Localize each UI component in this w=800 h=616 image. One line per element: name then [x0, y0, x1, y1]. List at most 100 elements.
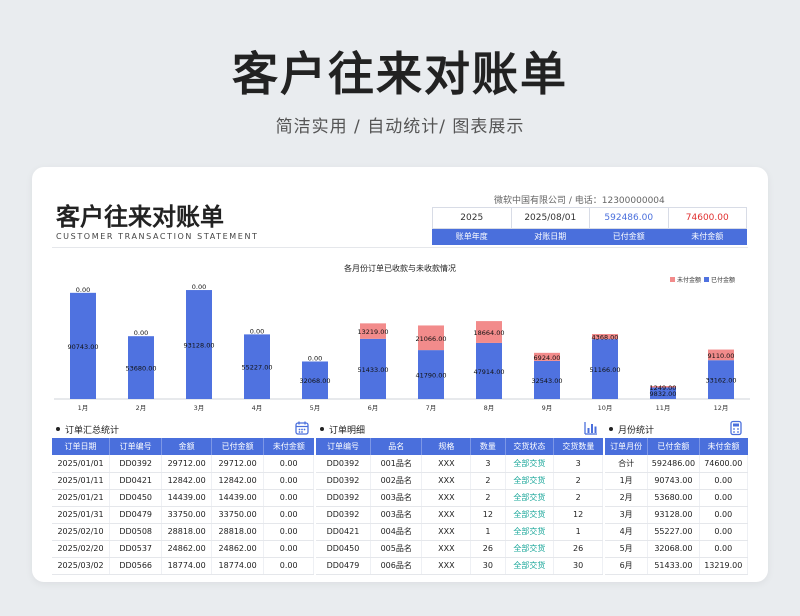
table-cell: DD0479	[109, 506, 163, 524]
table-cell: 32068.00	[647, 540, 700, 558]
bar-paid	[128, 336, 154, 399]
bar-chart-icon	[584, 422, 597, 435]
column-header: 数量	[470, 438, 506, 455]
bar-paid	[418, 350, 444, 399]
x-tick-label: 2月	[136, 404, 147, 412]
data-label-unpaid: 0.00	[134, 329, 148, 337]
table-row: DD0392 002品名 XXX 2 全部交货 2	[316, 472, 603, 490]
data-label-paid: 9832.00	[650, 390, 677, 398]
chart-title: 各月份订单已收款与未收款情况	[344, 263, 456, 273]
bar-paid	[70, 292, 96, 399]
column-header: 订单月份	[605, 438, 649, 455]
monthly-title: 月份统计	[618, 426, 655, 436]
table-row: 2025/01/21 DD0450 14439.00 14439.00 0.00	[52, 489, 314, 507]
hero-title: 客户往来对账单	[232, 47, 568, 101]
summary-year: 2025	[432, 207, 512, 229]
table-cell: 0.00	[699, 489, 749, 507]
x-tick-label: 6月	[368, 404, 379, 412]
x-tick-label: 7月	[426, 404, 437, 412]
table-cell: 14439.00	[161, 489, 212, 507]
x-tick-label: 10月	[598, 404, 613, 412]
table-row: 合计 592486.00 74600.00	[605, 455, 749, 473]
table-cell: DD0392	[316, 472, 371, 490]
table-cell: XXX	[421, 455, 472, 473]
table-cell: 2	[470, 489, 506, 507]
table-cell: 0.00	[263, 472, 314, 490]
table-cell: 2025/02/10	[52, 523, 111, 541]
table-cell: 0.00	[263, 540, 314, 558]
bar-unpaid	[650, 386, 676, 388]
company-info: 微软中国有限公司 / 电话：12300000004	[494, 196, 665, 206]
column-header: 订单日期	[52, 438, 111, 455]
data-label-unpaid: 13219.00	[357, 328, 388, 336]
doc-subtitle: CUSTOMER TRANSACTION STATEMENT	[56, 232, 259, 241]
table-cell: 74600.00	[699, 455, 749, 473]
data-label-unpaid: 0.00	[76, 286, 90, 294]
table-row: 6月 51433.00 13219.00	[605, 557, 749, 575]
bar-paid	[302, 361, 328, 399]
data-label-paid: 47914.00	[473, 368, 504, 376]
table-row: 2025/03/02 DD0566 18774.00 18774.00 0.00	[52, 557, 314, 575]
table-row: 4月 55227.00 0.00	[605, 523, 749, 541]
legend-label-paid: 已付金额	[711, 276, 735, 284]
table-cell: 全部交货	[505, 455, 555, 473]
table-row: DD0392 003品名 XXX 2 全部交货 2	[316, 489, 603, 507]
table-cell: 2025/01/21	[52, 489, 111, 507]
table-cell: 2	[470, 472, 506, 490]
table-cell: 26	[553, 540, 603, 558]
table-cell: DD0392	[109, 455, 163, 473]
table-cell: DD0392	[316, 455, 371, 473]
table-row: 2月 53680.00 0.00	[605, 489, 749, 507]
table-row: 1月 90743.00 0.00	[605, 472, 749, 490]
table-cell: XXX	[421, 506, 472, 524]
table-cell: 12842.00	[161, 472, 212, 490]
table-cell: 全部交货	[505, 540, 555, 558]
table-row: DD0421 004品名 XXX 1 全部交货 1	[316, 523, 603, 541]
table-row: DD0479 006品名 XXX 30 全部交货 30	[316, 557, 603, 575]
table-cell: XXX	[421, 489, 472, 507]
table-cell: 33750.00	[161, 506, 212, 524]
table-cell: 2025/01/11	[52, 472, 111, 490]
table-cell: 29712.00	[211, 455, 265, 473]
table-cell: DD0508	[109, 523, 163, 541]
order-detail-title: 订单明细	[329, 426, 366, 436]
column-header: 品名	[370, 438, 423, 455]
bar-paid	[650, 387, 676, 399]
calculator-icon	[730, 420, 742, 436]
column-header: 订单编号	[109, 438, 163, 455]
data-label-paid: 32068.00	[299, 377, 330, 385]
table-cell: DD0450	[316, 540, 371, 558]
table-cell: 28818.00	[161, 523, 212, 541]
table-cell: 0.00	[263, 523, 314, 541]
table-cell: DD0479	[316, 557, 371, 575]
monthly-panel: 月份统计 订单月份 已付金额 未付金额 合计 592486.00 74600.00 1月 9…	[605, 420, 749, 575]
table-cell: 0.00	[263, 506, 314, 524]
table-cell: 53680.00	[647, 489, 700, 507]
data-label-unpaid: 21066.00	[415, 335, 446, 343]
table-cell: 12	[553, 506, 603, 524]
column-header: 金额	[161, 438, 212, 455]
summary-label-unpaid: 未付金额	[667, 228, 747, 245]
monthly-table: 订单月份 已付金额 未付金额 合计 592486.00 74600.00 1月 90743.…	[605, 438, 749, 575]
table-row: DD0450 005品名 XXX 26 全部交货 26	[316, 540, 603, 558]
table-cell: 29712.00	[161, 455, 212, 473]
monthly-stacked-bar-chart: 各月份订单已收款与未收款情况 未付金额 已付金额 90743.00 0.00 1月 5…	[54, 263, 750, 412]
bullet-icon	[320, 427, 324, 431]
table-row: 2025/01/01 DD0392 29712.00 29712.00 0.00	[52, 455, 314, 473]
table-cell: DD0537	[109, 540, 163, 558]
table-cell: 2025/02/20	[52, 540, 111, 558]
data-label-unpaid: 18664.00	[473, 329, 504, 337]
summary-label-paid: 已付金额	[589, 228, 669, 245]
bar-unpaid	[360, 323, 386, 339]
table-cell: 1月	[605, 472, 649, 490]
x-tick-label: 1月	[78, 404, 89, 412]
table-cell: 5月	[605, 540, 649, 558]
table-cell: 002品名	[370, 472, 423, 490]
table-row: DD0392 001品名 XXX 3 全部交货 3	[316, 455, 603, 473]
column-header: 已付金额	[647, 438, 700, 455]
table-cell: 004品名	[370, 523, 423, 541]
data-label-unpaid: 0.00	[250, 327, 264, 335]
bar-paid	[534, 360, 560, 399]
table-cell: DD0421	[316, 523, 371, 541]
table-cell: 0.00	[699, 472, 749, 490]
